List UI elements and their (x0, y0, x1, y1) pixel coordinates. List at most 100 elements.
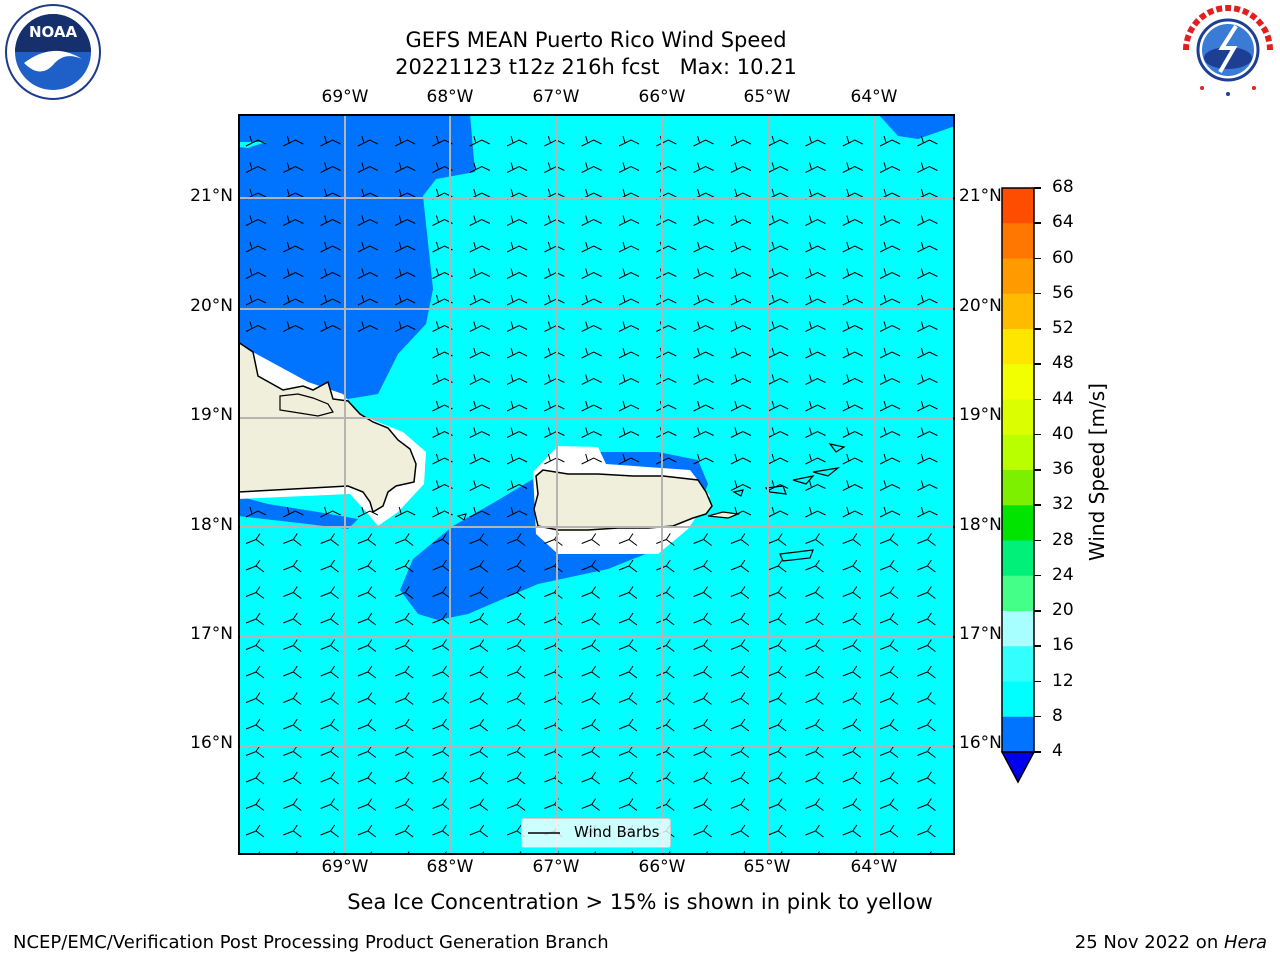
wind-barb (395, 639, 414, 652)
wind-barb (245, 798, 265, 811)
wind-barb (581, 294, 602, 306)
wind-barb (618, 268, 640, 279)
wind-barb (917, 718, 936, 732)
wind-barb (879, 665, 899, 679)
lon-label-bottom: 65°W (743, 857, 791, 877)
wind-barb (469, 639, 489, 652)
wind-barb (917, 665, 936, 679)
wind-barb (730, 692, 750, 705)
wind-barb (245, 162, 267, 173)
wind-barb (730, 453, 752, 465)
colorbar-tick-label: 64 (1052, 212, 1074, 233)
wind-barb (693, 347, 714, 359)
wind-barb (506, 639, 526, 652)
wind-barb (320, 241, 341, 253)
wind-barb (768, 798, 787, 811)
wind-barb (394, 268, 416, 279)
wind-speed-fill-4-8-north (238, 114, 475, 399)
colorbar-segment (1002, 540, 1034, 577)
wind-barb (506, 215, 528, 226)
wind-barb (730, 162, 752, 173)
wind-barb (506, 533, 526, 546)
colorbar-tick (1034, 469, 1041, 471)
wind-barb (506, 480, 528, 491)
lat-label-right: 17°N (959, 624, 1002, 644)
wind-barb (357, 771, 377, 785)
wind-barb (917, 639, 936, 652)
wind-barb (917, 135, 938, 147)
wind-barb (768, 612, 787, 626)
lon-label-bottom: 68°W (426, 857, 474, 877)
wind-barb (879, 771, 899, 785)
lon-label-bottom: 66°W (638, 857, 686, 877)
wind-barb (357, 533, 377, 546)
colorbar-tick (1034, 610, 1041, 612)
wind-barb (917, 453, 938, 465)
wind-barb (320, 268, 341, 279)
wind-barb (618, 400, 640, 412)
wind-barb (245, 559, 265, 573)
wind-barb (245, 665, 265, 679)
wind-barb (581, 692, 600, 705)
wind-barb (917, 612, 936, 626)
wind-barb (357, 692, 377, 705)
wind-barb (395, 692, 414, 705)
wind-barb (357, 824, 377, 838)
wind-barb (693, 692, 712, 705)
wind-barb (805, 215, 826, 226)
wind-barb (394, 215, 416, 226)
lon-label-bottom: 64°W (850, 857, 898, 877)
lon-label-bottom: 67°W (532, 857, 580, 877)
wind-barb (245, 824, 265, 838)
wind-barb (656, 612, 675, 626)
wind-barb (469, 268, 491, 279)
wind-barb (432, 798, 451, 811)
wind-barb (656, 559, 675, 573)
colorbar-tick-label: 12 (1052, 670, 1074, 691)
lat-label-left: 19°N (190, 405, 233, 425)
wind-barb (245, 241, 267, 253)
wind-barb (805, 135, 826, 147)
wind-barb (693, 135, 714, 147)
wind-barb (357, 294, 379, 306)
colorbar-tick-label: 60 (1052, 247, 1074, 268)
wind-barb (469, 824, 489, 838)
wind-barb (730, 718, 750, 732)
land-puerto-rico (533, 469, 713, 531)
wind-barb (879, 241, 901, 253)
wind-barb (395, 771, 414, 785)
wind-barb (767, 215, 789, 226)
colorbar-tick (1034, 292, 1041, 295)
wind-barb (581, 612, 600, 626)
wind-barb (879, 824, 899, 838)
wind-barb (245, 533, 265, 546)
wind-barb (283, 586, 302, 599)
wind-barb (581, 135, 602, 147)
wind-barb (917, 824, 936, 838)
wind-barb (320, 135, 341, 147)
noaa-logo-text: NOAA (29, 23, 78, 41)
wind-barb (394, 294, 416, 306)
wind-barb (357, 612, 377, 626)
wind-barb (432, 639, 451, 652)
wind-barb (656, 798, 675, 811)
wind-barb (805, 506, 826, 518)
wind-barb (581, 215, 602, 226)
wind-barb (917, 506, 938, 518)
lon-label-top: 65°W (743, 87, 791, 107)
wind-barb (283, 268, 304, 279)
lat-label-left: 18°N (190, 515, 233, 535)
wind-barb (767, 241, 789, 253)
wind-barb (320, 162, 341, 173)
wind-barb (693, 798, 712, 811)
wind-barb (320, 692, 339, 705)
wind-barb (768, 639, 787, 652)
wind-barb (730, 400, 752, 412)
wind-barb (730, 347, 752, 359)
wind-barb (320, 771, 339, 785)
map-frame (238, 114, 955, 855)
chart-subtitle: 20221123 t12z 216h fcst Max: 10.21 (395, 55, 797, 79)
sea-ice-note: Sea Ice Concentration > 15% is shown in … (347, 890, 933, 914)
wind-barb (245, 639, 265, 652)
wind-barb (581, 559, 600, 573)
